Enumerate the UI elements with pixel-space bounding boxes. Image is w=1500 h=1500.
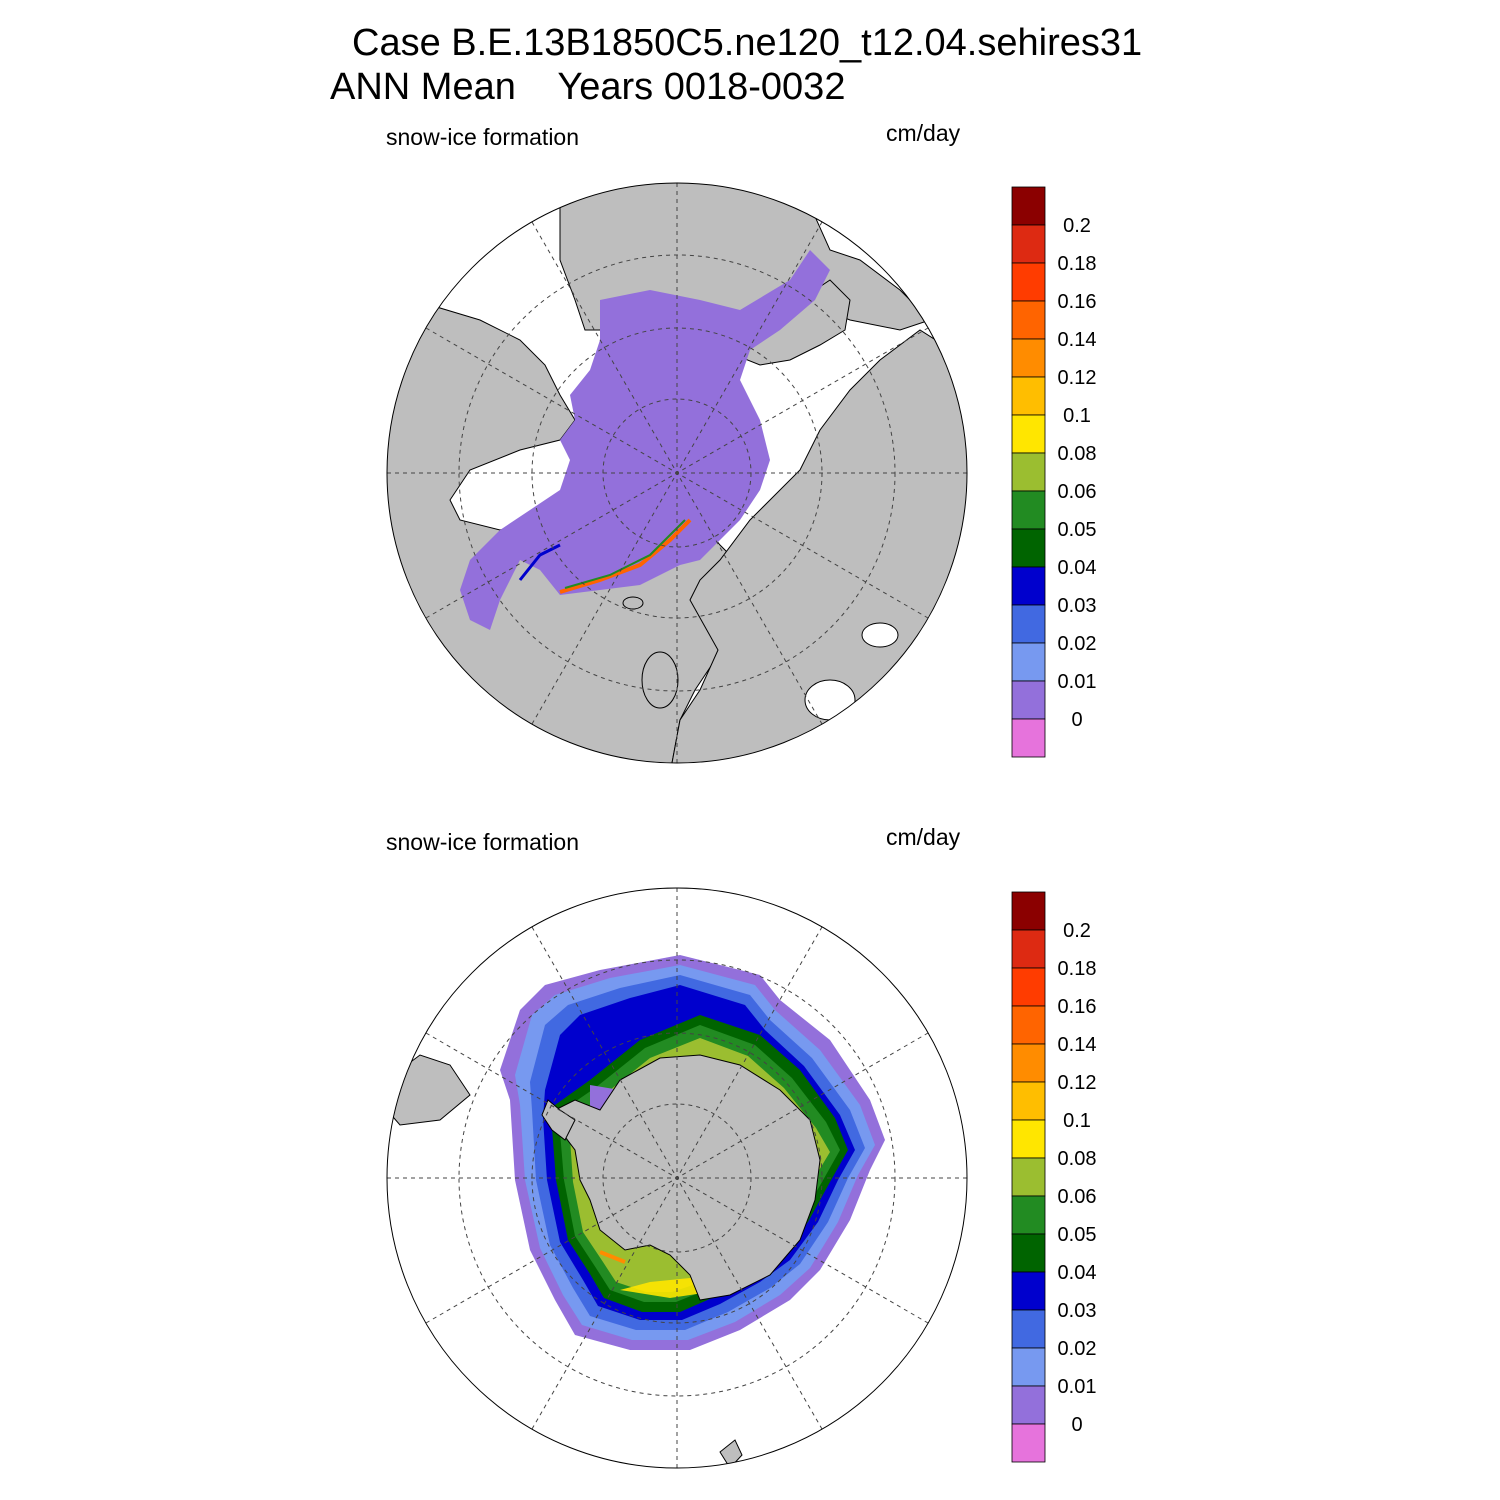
north-colorbar-swatch [1011,414,1046,454]
north-colorbar-tick-label: 0.1 [1063,405,1091,427]
south-colorbar-tick-label: 0.03 [1058,1300,1097,1322]
south-colorbar-swatch [1011,929,1046,969]
north-polar-map [386,182,968,764]
north-colorbar-tick-label: 0.03 [1058,595,1097,617]
south-colorbar-tick-label: 0.2 [1063,920,1091,942]
south-colorbar-swatch [1011,1119,1046,1159]
north-colorbar-tick-label: 0.01 [1058,671,1097,693]
north-colorbar-swatch [1011,452,1046,492]
north-colorbar-swatch [1011,376,1046,416]
south-colorbar-swatch [1011,1195,1046,1235]
north-variable-label: snow-ice formation [386,124,580,150]
north-colorbar-swatch [1011,338,1046,378]
south-colorbar-swatch [1011,1081,1046,1121]
north-colorbar-tick-label: 0.14 [1058,329,1097,351]
south-colorbar-tick-label: 0.12 [1058,1072,1097,1094]
title-line-1: Case B.E.13B1850C5.ne120_t12.04.sehires3… [352,22,1143,64]
south-colorbar-swatch [1011,1347,1046,1387]
north-colorbar-swatch [1011,642,1046,682]
south-units-label: cm/day [886,824,961,850]
north-colorbar-swatch [1011,224,1046,264]
south-colorbar-tick-label: 0 [1071,1414,1082,1436]
south-colorbar-tick-label: 0.18 [1058,958,1097,980]
north-colorbar-tick-label: 0.18 [1058,253,1097,275]
north-colorbar-tick-label: 0 [1071,709,1082,731]
south-colorbar-swatch [1011,1233,1046,1273]
north-formation-band [559,518,692,594]
north-colorbar-swatch [1011,262,1046,302]
north-colorbar-tick-label: 0.02 [1058,633,1097,655]
south-colorbar-swatch [1011,1271,1046,1311]
north-colorbar-swatch [1011,300,1046,340]
south-colorbar-tick-label: 0.05 [1058,1224,1097,1246]
north-colorbar-swatch [1011,604,1046,644]
south-colorbar-swatch [1011,891,1046,931]
north-sea-ice [460,250,830,630]
north-colorbar: 0.2 0.18 0.16 0.14 0.12 0.1 0.08 0.06 0.05 0.04 0.… [1011,186,1097,758]
north-colorbar-tick-label: 0.2 [1063,215,1091,237]
north-colorbar-tick-label: 0.08 [1058,443,1097,465]
europe-land [671,329,967,763]
south-colorbar-tick-label: 0.14 [1058,1034,1097,1056]
north-colorbar-tick-label: 0.16 [1058,291,1097,313]
south-colorbar-tick-label: 0.08 [1058,1148,1097,1170]
north-colorbar-tick-label: 0.05 [1058,519,1097,541]
north-colorbar-swatch [1011,718,1046,758]
south-colorbar-swatch [1011,1385,1046,1425]
south-variable-label: snow-ice formation [386,829,580,855]
south-colorbar-tick-label: 0.04 [1058,1262,1097,1284]
north-colorbar-tick-label: 0.12 [1058,367,1097,389]
south-colorbar-swatch [1011,1157,1046,1197]
south-colorbar: 0.2 0.18 0.16 0.14 0.12 0.1 0.08 0.06 0.05 0.04 0.… [1011,891,1097,1463]
north-colorbar-swatch [1011,528,1046,568]
south-colorbar-swatch [1011,967,1046,1007]
south-polar-map [386,887,968,1469]
south-colorbar-tick-label: 0.01 [1058,1376,1097,1398]
south-colorbar-swatch [1011,1309,1046,1349]
title-line-2: ANN Mean Years 0018-0032 [330,66,846,108]
north-colorbar-swatch [1011,490,1046,530]
south-colorbar-tick-label: 0.02 [1058,1338,1097,1360]
north-colorbar-tick-label: 0.06 [1058,481,1097,503]
north-units-label: cm/day [886,120,961,146]
south-colorbar-swatch [1011,1043,1046,1083]
south-colorbar-swatch [1011,1423,1046,1463]
south-colorbar-tick-label: 0.16 [1058,996,1097,1018]
north-colorbar-tick-label: 0.04 [1058,557,1097,579]
south-colorbar-tick-label: 0.1 [1063,1110,1091,1132]
north-colorbar-swatch [1011,680,1046,720]
north-colorbar-swatch [1011,186,1046,226]
south-colorbar-tick-label: 0.06 [1058,1186,1097,1208]
south-colorbar-swatch [1011,1005,1046,1045]
north-colorbar-swatch [1011,566,1046,606]
